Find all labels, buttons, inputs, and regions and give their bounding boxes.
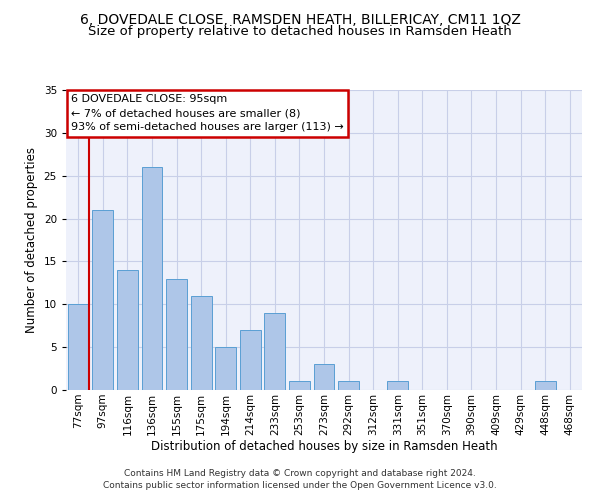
Bar: [117, 270, 138, 390]
X-axis label: Distribution of detached houses by size in Ramsden Heath: Distribution of detached houses by size …: [151, 440, 497, 454]
Text: 6 DOVEDALE CLOSE: 95sqm
← 7% of detached houses are smaller (8)
93% of semi-deta: 6 DOVEDALE CLOSE: 95sqm ← 7% of detached…: [71, 94, 344, 132]
Y-axis label: Number of detached properties: Number of detached properties: [25, 147, 38, 333]
Bar: [166, 278, 187, 390]
Bar: [265, 313, 286, 390]
Bar: [314, 364, 334, 390]
Bar: [215, 347, 236, 390]
Bar: [240, 330, 261, 390]
Bar: [92, 210, 113, 390]
Bar: [387, 382, 408, 390]
Bar: [289, 382, 310, 390]
Bar: [191, 296, 212, 390]
Bar: [338, 382, 359, 390]
Text: Contains HM Land Registry data © Crown copyright and database right 2024.
Contai: Contains HM Land Registry data © Crown c…: [103, 468, 497, 490]
Bar: [535, 382, 556, 390]
Bar: [68, 304, 89, 390]
Bar: [142, 167, 163, 390]
Text: Size of property relative to detached houses in Ramsden Heath: Size of property relative to detached ho…: [88, 25, 512, 38]
Text: 6, DOVEDALE CLOSE, RAMSDEN HEATH, BILLERICAY, CM11 1QZ: 6, DOVEDALE CLOSE, RAMSDEN HEATH, BILLER…: [80, 12, 520, 26]
